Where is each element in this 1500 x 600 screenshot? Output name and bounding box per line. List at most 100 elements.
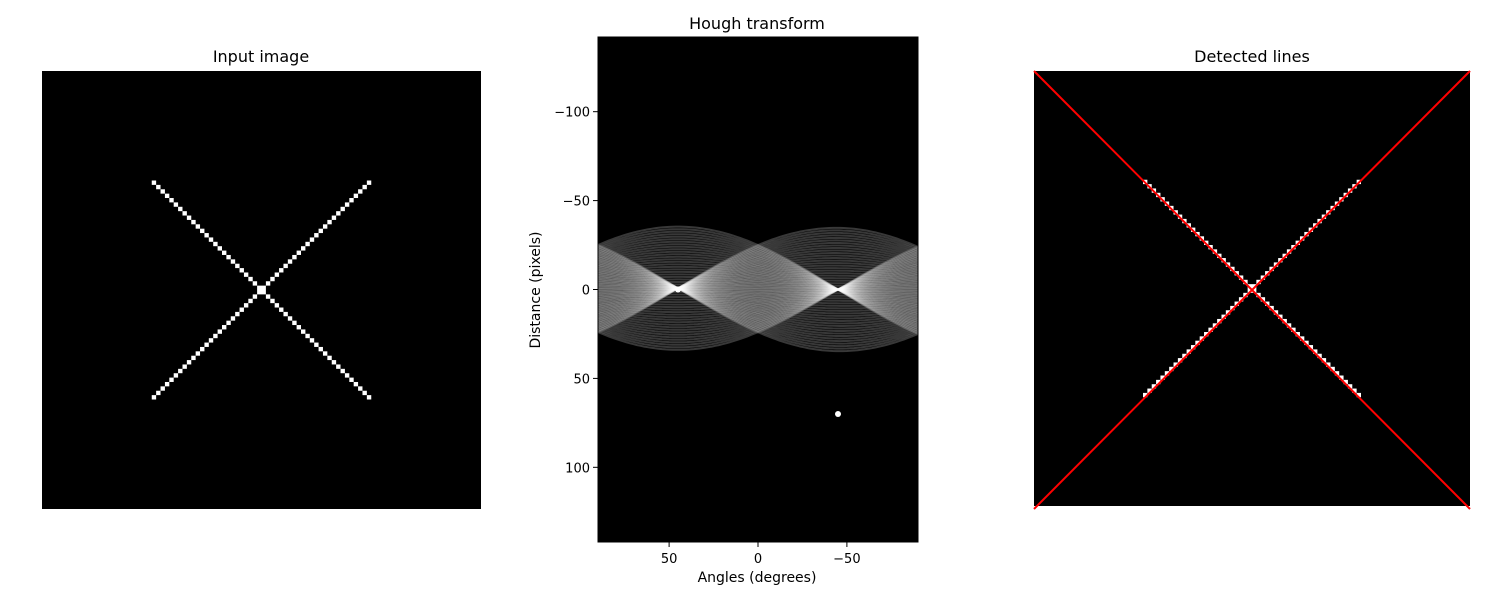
input-pixel-line-2 [164,381,170,387]
detected-pixel-line-2 [1190,345,1196,350]
hough-curve [598,284,918,295]
hough-curve [598,283,918,298]
hough-curve [598,283,918,295]
input-pixel-line-1 [336,364,341,369]
input-pixel-line-2 [305,241,310,247]
hough-curve [598,243,918,323]
detected-lines-overlay [1033,70,1471,510]
input-pixel-line-1 [265,294,271,299]
input-pixel-line-1 [173,202,179,207]
input-pixel-line-2 [322,224,328,229]
input-pixel-line-2 [314,233,319,238]
hough-curve [598,279,918,304]
detected-pixel-line-2 [1252,284,1257,289]
hough-curve [598,238,918,327]
hough-curve [598,270,918,303]
hough-curve [598,267,918,305]
input-pixel-line-2 [318,228,323,234]
hough-curve [598,273,918,302]
hough-peak-1 [675,286,681,293]
detected-pixel-line-1 [1247,284,1252,289]
hough-curve [598,252,918,340]
detected-pixel-line-1 [1273,310,1279,315]
input-pixel-line-1 [366,395,372,400]
input-pixel-line-1 [239,268,244,273]
input-pixel-line-2 [243,303,249,308]
input-pixel-line-2 [156,390,161,396]
input-pixel-line-1 [195,224,201,229]
detected-pixel-line-1 [1295,332,1300,337]
hough-curve [598,239,918,325]
input-pixel-line-2 [301,246,306,251]
hough-curve [598,245,918,350]
detected-pixel-line-1 [1238,275,1244,280]
detected-pixel-line-1 [1352,388,1357,393]
input-pixel-line-2 [200,346,205,352]
input-pixel-line-1 [186,215,192,220]
hough-curve [598,265,918,307]
hough-curve [598,256,918,335]
hough-curve [598,261,918,327]
detected-pixel-line-2 [1182,353,1187,359]
hough-panel: Hough transform 50 0 −50 −100 −50 0 50 100 Ang… [528,14,919,586]
hough-curve [598,279,918,296]
detected-pixel-line-2 [1221,314,1226,319]
input-pixel-line-2 [160,386,165,391]
hough-curve [598,245,918,351]
hough-curve [598,277,918,305]
hough-curve [598,274,918,300]
input-pixel-line-2 [261,285,266,290]
input-pixel-line-1 [257,285,262,290]
detected-pixel-line-2 [1177,358,1183,363]
input-pixel-line-2 [270,276,275,282]
detected-pixel-line-2 [1243,292,1248,298]
detected-pixel-line-1 [1299,336,1305,341]
hough-curve [598,263,918,326]
detected-lines-title: Detected lines [1194,47,1310,66]
hough-curve [598,247,918,348]
hough-curve [598,258,918,332]
detected-pixel-line-2 [1238,297,1244,302]
hough-curve [598,258,918,334]
detected-pixel-line-2 [1173,362,1178,367]
input-pixel-line-2 [336,211,341,216]
input-pixel-line-1 [208,237,214,242]
input-pixel-line-1 [230,259,236,264]
input-pixel-line-2 [226,320,231,326]
detected-pixel-line-1 [1278,314,1283,319]
input-pixel-line-2 [217,329,222,334]
detected-pixel-line-2 [1230,305,1235,311]
detected-pixel-line-2 [1225,310,1231,315]
hough-curve [598,244,918,353]
input-pixel-line-2 [186,360,192,365]
hough-curve [598,284,918,293]
hough-x-tick-label: 0 [754,552,762,567]
hough-y-tick-label: −100 [554,106,590,121]
hough-curve [598,281,918,300]
hough-curve [598,267,918,320]
input-pixel-line-1 [296,325,302,330]
detected-pixel-line-2 [1169,366,1174,372]
hough-curve [598,268,918,319]
hough-y-axis-label: Distance (pixels) [528,231,544,348]
hough-curve [598,245,918,321]
hough-curve [598,261,918,329]
hough-curve [598,270,918,316]
hough-curve [598,268,918,305]
input-pixel-line-1 [169,198,174,203]
detected-pixel-line-1 [1334,371,1340,376]
input-pixel-line-2 [204,342,209,347]
detected-pixel-line-1 [1347,384,1353,389]
input-pixel-line-1 [248,276,253,282]
input-pixel-line-1 [314,342,319,347]
input-pixel-line-1 [301,329,306,334]
hough-curve [598,259,918,311]
hough-curve [598,263,918,309]
detected-pixel-line-1 [1313,349,1318,354]
detected-pixel-line-2 [1164,371,1170,376]
input-pixel-line-2 [292,254,297,260]
hough-curve [598,274,918,311]
hough-curve [598,248,918,319]
detected-pixel-line-1 [1291,327,1296,332]
hough-curve [598,286,918,293]
